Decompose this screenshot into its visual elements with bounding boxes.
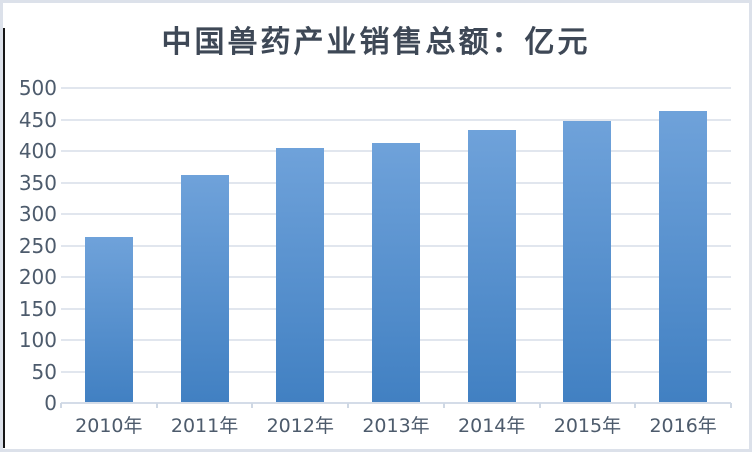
y-axis-tick-label-350: 350 [18, 170, 57, 195]
x-axis-tick-mark [538, 403, 541, 408]
x-axis-tick-mark [634, 403, 637, 408]
x-axis-tick-label-2014年: 2014年 [458, 415, 526, 437]
bar-2012年 [276, 148, 325, 403]
y-axis-tick-label-200: 200 [18, 265, 57, 289]
y-axis-tick-label-300: 300 [18, 202, 57, 226]
gridline-450 [61, 118, 731, 121]
x-axis-tick-label-2012年: 2012年 [266, 415, 334, 437]
y-axis-tick-label-400: 400 [18, 139, 57, 163]
y-axis-tick-label-500: 500 [18, 76, 57, 100]
y-axis-tick-label-250: 250 [18, 233, 57, 258]
bar-2016年 [659, 110, 708, 403]
y-axis-tick-label-150: 150 [18, 296, 57, 321]
bar-2011年 [180, 174, 229, 403]
x-axis-tick-label-2013年: 2013年 [362, 415, 430, 437]
y-axis-tick-label-50: 50 [31, 359, 57, 384]
plot-area [61, 87, 731, 404]
gridline-500 [61, 87, 731, 89]
bar-2015年 [563, 120, 612, 403]
x-axis-tick-mark [730, 403, 732, 408]
y-axis-tick-label-0: 0 [44, 391, 57, 415]
chart-title: 中国兽药产业销售总额：亿元 [161, 25, 591, 60]
left-border-line [3, 28, 5, 448]
x-axis-tick-mark [347, 403, 350, 408]
bar-2014年 [467, 130, 516, 403]
x-axis-tick-mark [155, 403, 158, 408]
x-axis-tick-mark [442, 403, 445, 408]
x-axis-tick-label-2015年: 2015年 [553, 415, 622, 437]
y-axis-tick-label-450: 450 [18, 107, 57, 132]
y-axis-tick-label-100: 100 [18, 328, 57, 352]
x-axis-line [61, 402, 731, 404]
x-axis-tick-label-2011年: 2011年 [170, 415, 239, 437]
bar-2010年 [84, 237, 133, 403]
x-axis-tick-mark [60, 403, 62, 408]
x-axis-tick-mark [251, 403, 254, 408]
bar-2013年 [372, 143, 420, 403]
x-axis-tick-label-2010年: 2010年 [75, 415, 143, 437]
x-axis-tick-label-2016年: 2016年 [649, 415, 717, 437]
